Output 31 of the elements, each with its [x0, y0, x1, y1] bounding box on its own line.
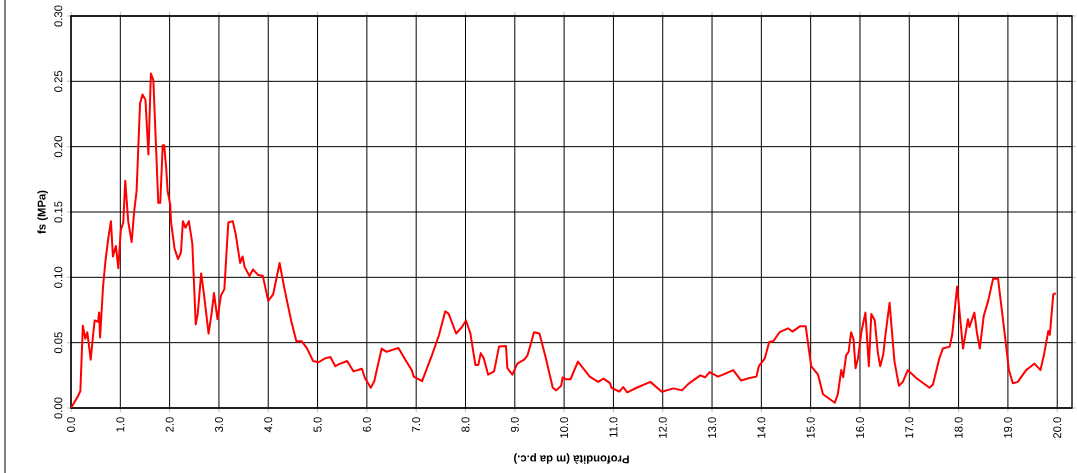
x-tick-label: 8.0 — [461, 417, 470, 432]
y-tick-label: 0.15 — [54, 201, 63, 223]
x-tick-label: 13.0 — [708, 417, 717, 438]
x-tick-label: 17.0 — [905, 417, 914, 438]
y-tick-label: 0.05 — [54, 332, 63, 354]
y-tick-label: 0.30 — [54, 5, 63, 27]
x-tick-label: 12.0 — [658, 417, 667, 438]
x-tick-label: 14.0 — [757, 417, 766, 438]
x-tick-label: 18.0 — [954, 417, 963, 438]
x-tick-label: 4.0 — [264, 417, 273, 433]
x-tick-label: 15.0 — [806, 417, 815, 438]
x-axis-title: Profondità (m da p.c.) — [514, 453, 629, 464]
x-tick-label: 16.0 — [855, 417, 864, 438]
x-tick-label: 5.0 — [313, 417, 322, 432]
x-tick-label: 20.0 — [1053, 417, 1062, 439]
y-tick-label: 0.20 — [54, 136, 63, 158]
y-axis-title: fs (MPa) — [37, 190, 48, 234]
x-tick-label: 10.0 — [560, 417, 569, 438]
x-tick-label: 19.0 — [1003, 417, 1012, 438]
x-tick-label: 1.0 — [116, 417, 125, 432]
y-tick-label: 0.25 — [54, 70, 63, 92]
x-tick-label: 3.0 — [214, 417, 223, 432]
x-tick-label: 9.0 — [510, 417, 519, 432]
x-tick-label: 6.0 — [362, 417, 371, 432]
y-tick-label: 0.00 — [54, 397, 63, 419]
x-tick-label: 2.0 — [165, 417, 174, 432]
x-tick-label: 7.0 — [412, 417, 421, 432]
x-tick-label: 11.0 — [609, 417, 618, 437]
line-series — [71, 72, 1057, 408]
x-tick-label: 0.0 — [67, 417, 75, 432]
y-tick-label: 0.10 — [54, 266, 63, 288]
